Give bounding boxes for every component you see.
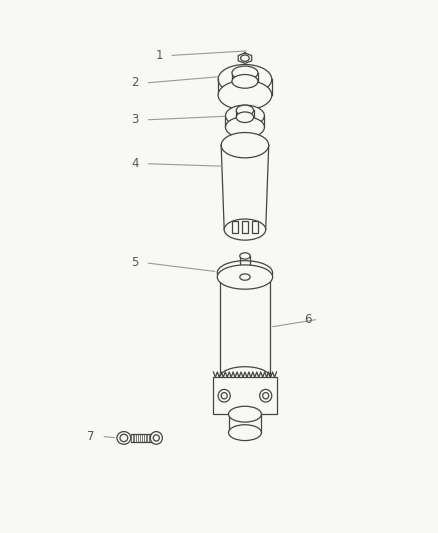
Ellipse shape [232, 75, 258, 88]
Ellipse shape [232, 66, 258, 80]
Ellipse shape [224, 219, 266, 240]
Ellipse shape [117, 432, 131, 444]
Ellipse shape [218, 80, 272, 110]
Bar [212, 377, 277, 414]
Ellipse shape [221, 393, 227, 399]
Ellipse shape [220, 367, 270, 388]
Ellipse shape [236, 105, 254, 116]
Text: 1: 1 [155, 49, 163, 62]
Ellipse shape [120, 434, 128, 442]
Text: 2: 2 [131, 76, 139, 90]
Ellipse shape [240, 253, 250, 259]
Ellipse shape [260, 390, 272, 402]
Text: 5: 5 [132, 256, 139, 269]
Ellipse shape [226, 105, 265, 126]
Ellipse shape [229, 406, 261, 422]
Ellipse shape [217, 265, 272, 289]
Ellipse shape [218, 64, 272, 94]
Ellipse shape [150, 432, 162, 444]
Bar [252, 221, 258, 233]
Bar [232, 221, 237, 233]
Ellipse shape [240, 55, 249, 61]
Text: 4: 4 [131, 157, 139, 170]
Text: 6: 6 [304, 313, 312, 326]
Ellipse shape [220, 266, 270, 288]
Ellipse shape [240, 274, 250, 280]
Ellipse shape [217, 261, 272, 285]
Ellipse shape [153, 435, 159, 441]
Ellipse shape [229, 425, 261, 441]
Ellipse shape [236, 112, 254, 123]
Bar [242, 221, 248, 233]
Text: 7: 7 [88, 430, 95, 443]
Ellipse shape [263, 393, 269, 399]
Ellipse shape [218, 390, 230, 402]
Text: 3: 3 [132, 114, 139, 126]
Ellipse shape [226, 117, 265, 138]
Ellipse shape [221, 133, 269, 158]
